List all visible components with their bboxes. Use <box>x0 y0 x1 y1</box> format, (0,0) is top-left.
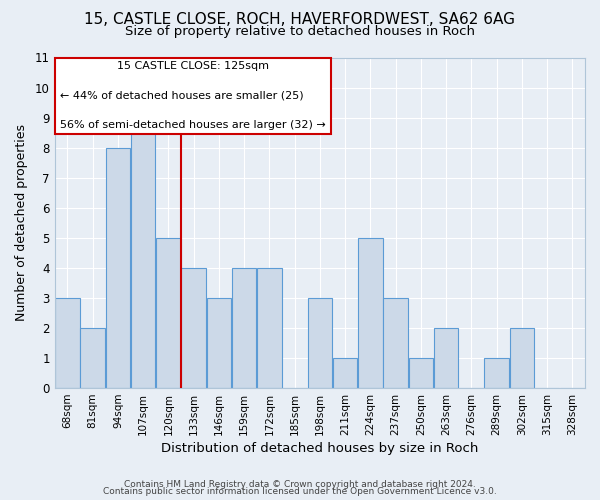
Text: Size of property relative to detached houses in Roch: Size of property relative to detached ho… <box>125 25 475 38</box>
FancyBboxPatch shape <box>55 58 331 134</box>
Bar <box>308 298 332 388</box>
Bar <box>257 268 281 388</box>
Bar <box>484 358 509 388</box>
Text: 56% of semi-detached houses are larger (32) →: 56% of semi-detached houses are larger (… <box>60 120 326 130</box>
Bar <box>434 328 458 388</box>
Bar <box>55 298 80 388</box>
Bar <box>206 298 231 388</box>
Bar <box>131 118 155 388</box>
Y-axis label: Number of detached properties: Number of detached properties <box>15 124 28 322</box>
Text: ← 44% of detached houses are smaller (25): ← 44% of detached houses are smaller (25… <box>60 90 304 101</box>
Bar <box>409 358 433 388</box>
Bar <box>106 148 130 388</box>
Text: Contains HM Land Registry data © Crown copyright and database right 2024.: Contains HM Land Registry data © Crown c… <box>124 480 476 489</box>
Bar <box>232 268 256 388</box>
Bar <box>383 298 408 388</box>
Text: 15 CASTLE CLOSE: 125sqm: 15 CASTLE CLOSE: 125sqm <box>116 61 269 71</box>
Bar <box>509 328 534 388</box>
X-axis label: Distribution of detached houses by size in Roch: Distribution of detached houses by size … <box>161 442 479 455</box>
Bar <box>358 238 383 388</box>
Text: 15, CASTLE CLOSE, ROCH, HAVERFORDWEST, SA62 6AG: 15, CASTLE CLOSE, ROCH, HAVERFORDWEST, S… <box>85 12 515 28</box>
Bar <box>333 358 358 388</box>
Text: Contains public sector information licensed under the Open Government Licence v3: Contains public sector information licen… <box>103 487 497 496</box>
Bar <box>156 238 181 388</box>
Bar <box>181 268 206 388</box>
Bar <box>80 328 105 388</box>
